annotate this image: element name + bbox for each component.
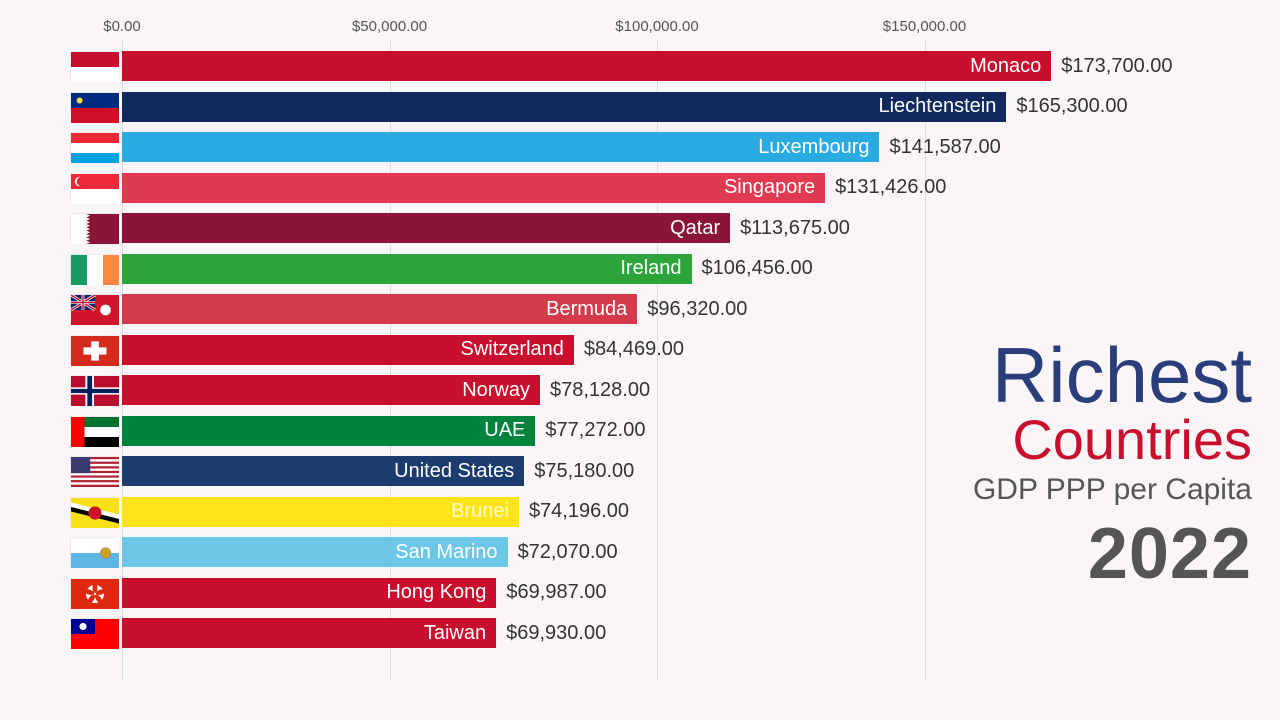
country-name: Taiwan bbox=[424, 622, 486, 645]
country-flag-icon bbox=[70, 618, 118, 648]
x-axis-labels: $0.00 $50,000.00 $100,000.00 $150,000.00 bbox=[70, 18, 1070, 40]
country-name: Liechtenstein bbox=[878, 95, 996, 118]
value-label: $165,300.00 bbox=[1016, 95, 1127, 118]
title-year: 2022 bbox=[973, 517, 1252, 593]
country-name: UAE bbox=[484, 419, 525, 442]
bar: San Marino bbox=[122, 537, 508, 567]
bar: Qatar bbox=[122, 213, 730, 243]
country-name: Brunei bbox=[451, 500, 509, 523]
value-label: $69,987.00 bbox=[506, 581, 606, 604]
country-name: Bermuda bbox=[546, 298, 627, 321]
value-label: $113,675.00 bbox=[740, 217, 850, 240]
country-flag-icon bbox=[70, 335, 118, 365]
chart-row: Monaco $173,700.00 bbox=[70, 46, 1173, 87]
bar: Singapore bbox=[122, 173, 825, 203]
value-label: $173,700.00 bbox=[1061, 55, 1172, 78]
country-name: Singapore bbox=[724, 176, 815, 199]
bar: Hong Kong bbox=[122, 578, 496, 608]
country-name: Luxembourg bbox=[758, 136, 869, 159]
chart-row: Taiwan $69,930.00 bbox=[70, 613, 1173, 654]
value-label: $141,587.00 bbox=[889, 136, 1000, 159]
chart-row: Luxembourg $141,587.00 bbox=[70, 127, 1173, 168]
country-flag-icon bbox=[70, 456, 118, 486]
country-name: Qatar bbox=[670, 217, 720, 240]
country-flag-icon bbox=[70, 416, 118, 446]
axis-tick-label: $0.00 bbox=[103, 18, 141, 35]
country-name: Ireland bbox=[620, 257, 681, 280]
country-name: United States bbox=[394, 460, 514, 483]
bar: Norway bbox=[122, 375, 540, 405]
country-flag-icon bbox=[70, 213, 118, 243]
bar: UAE bbox=[122, 416, 535, 446]
title-line-3: GDP PPP per Capita bbox=[973, 474, 1252, 506]
bar: Switzerland bbox=[122, 335, 574, 365]
chart-row: Ireland $106,456.00 bbox=[70, 249, 1173, 290]
axis-tick-label: $100,000.00 bbox=[615, 18, 698, 35]
country-flag-icon bbox=[70, 132, 118, 162]
country-name: Norway bbox=[462, 379, 530, 402]
country-name: Monaco bbox=[970, 55, 1041, 78]
country-flag-icon bbox=[70, 92, 118, 122]
title-block: Richest Countries GDP PPP per Capita 202… bbox=[973, 335, 1252, 593]
bar: Monaco bbox=[122, 51, 1051, 81]
country-flag-icon bbox=[70, 254, 118, 284]
bar-chart: $0.00 $50,000.00 $100,000.00 $150,000.00 Mo… bbox=[70, 18, 1070, 698]
value-label: $84,469.00 bbox=[584, 338, 684, 361]
value-label: $75,180.00 bbox=[534, 460, 634, 483]
value-label: $77,272.00 bbox=[545, 419, 645, 442]
bar: Luxembourg bbox=[122, 132, 879, 162]
country-flag-icon bbox=[70, 375, 118, 405]
bar: Liechtenstein bbox=[122, 92, 1006, 122]
country-flag-icon bbox=[70, 497, 118, 527]
chart-row: Singapore $131,426.00 bbox=[70, 168, 1173, 209]
chart-row: Qatar $113,675.00 bbox=[70, 208, 1173, 249]
country-name: Switzerland bbox=[461, 338, 564, 361]
country-flag-icon bbox=[70, 173, 118, 203]
value-label: $74,196.00 bbox=[529, 500, 629, 523]
title-line-1: Richest bbox=[973, 335, 1252, 417]
country-flag-icon bbox=[70, 537, 118, 567]
axis-tick-label: $150,000.00 bbox=[883, 18, 966, 35]
value-label: $131,426.00 bbox=[835, 176, 946, 199]
chart-row: Bermuda $96,320.00 bbox=[70, 289, 1173, 330]
bar: Taiwan bbox=[122, 618, 496, 648]
bar: Ireland bbox=[122, 254, 692, 284]
country-name: San Marino bbox=[395, 541, 497, 564]
value-label: $106,456.00 bbox=[702, 257, 813, 280]
title-line-2: Countries bbox=[973, 411, 1252, 470]
country-flag-icon bbox=[70, 294, 118, 324]
country-flag-icon bbox=[70, 51, 118, 81]
bar: United States bbox=[122, 456, 524, 486]
country-name: Hong Kong bbox=[386, 581, 486, 604]
country-flag-icon bbox=[70, 578, 118, 608]
value-label: $72,070.00 bbox=[518, 541, 618, 564]
axis-tick-label: $50,000.00 bbox=[352, 18, 427, 35]
chart-row: Liechtenstein $165,300.00 bbox=[70, 87, 1173, 128]
value-label: $78,128.00 bbox=[550, 379, 650, 402]
value-label: $69,930.00 bbox=[506, 622, 606, 645]
bar: Brunei bbox=[122, 497, 519, 527]
value-label: $96,320.00 bbox=[647, 298, 747, 321]
bar: Bermuda bbox=[122, 294, 637, 324]
